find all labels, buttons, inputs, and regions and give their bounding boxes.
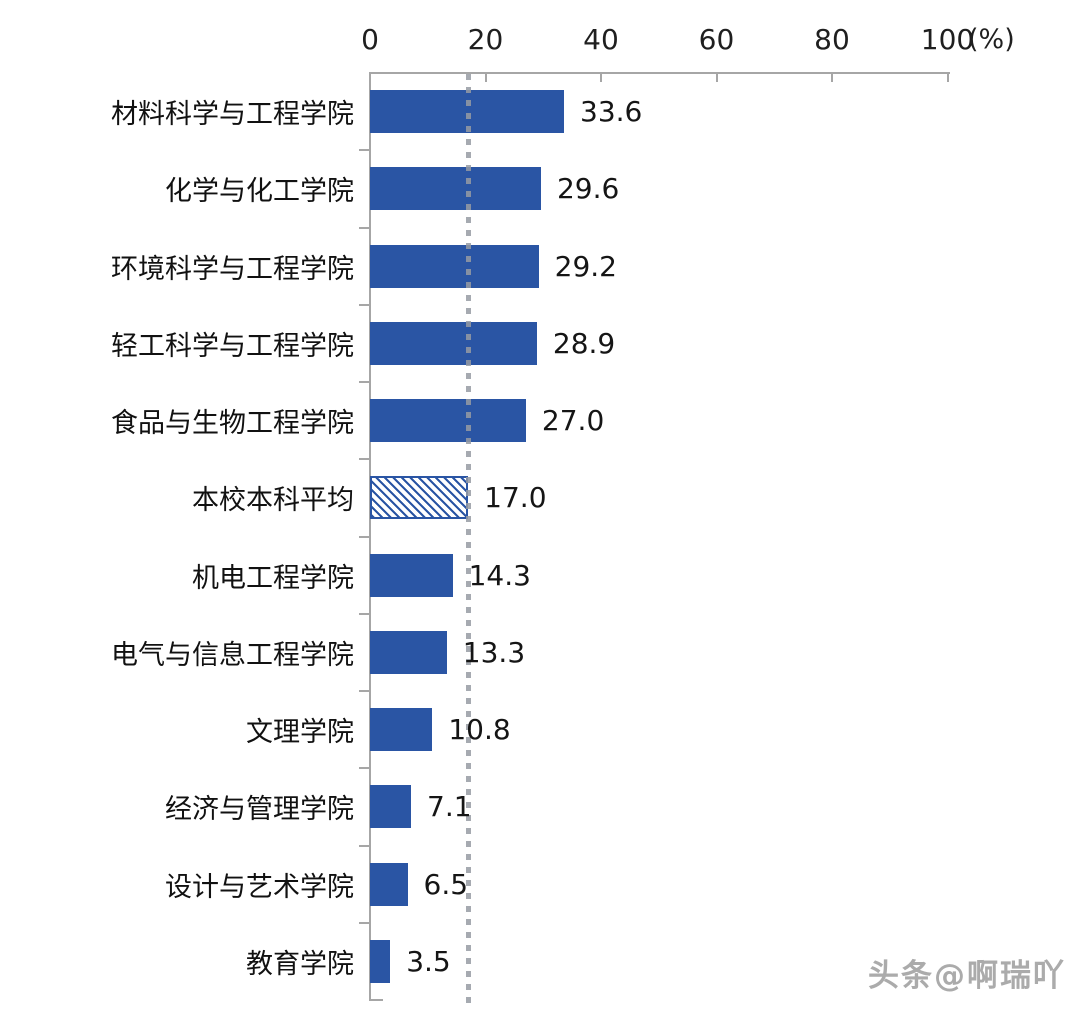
- x-axis-tick: [484, 73, 487, 82]
- y-axis-tick: [359, 921, 370, 924]
- y-axis-tick: [359, 690, 370, 692]
- y-axis-tick: [359, 226, 370, 229]
- bar: [370, 630, 447, 674]
- bar: [370, 399, 526, 443]
- y-axis-tick: [359, 612, 370, 615]
- x-axis-tick: [369, 73, 371, 82]
- category-label: 化学与化工学院: [165, 176, 354, 207]
- bar-value-label: 10.8: [448, 713, 511, 747]
- y-axis-tick: [359, 458, 370, 461]
- bar-value-label: 17.0: [484, 481, 547, 515]
- bar-value-label: 14.3: [468, 558, 531, 592]
- x-axis-line: [369, 72, 950, 74]
- y-axis-tick: [359, 535, 370, 538]
- y-axis-tick: [359, 381, 370, 383]
- x-axis-tick-label: 0: [361, 23, 379, 56]
- bar: [370, 321, 537, 365]
- x-axis-tick-label: 40: [583, 23, 619, 56]
- y-axis-bottom-tick: [370, 999, 383, 1001]
- x-axis-tick-label: 100: [920, 23, 975, 56]
- bar: [370, 244, 539, 288]
- bar-value-label: 29.2: [554, 249, 617, 283]
- category-label: 教育学院: [246, 948, 354, 979]
- y-axis-tick: [359, 149, 370, 152]
- category-label: 材料科学与工程学院: [111, 99, 354, 130]
- category-label: 经济与管理学院: [165, 794, 354, 825]
- x-axis-tick-label: 80: [814, 23, 850, 56]
- category-label: 设计与艺术学院: [165, 871, 354, 902]
- x-axis-tick: [600, 73, 602, 82]
- category-label: 本校本科平均: [192, 485, 354, 516]
- bar-value-label: 6.5: [423, 867, 469, 901]
- bar: [370, 939, 391, 983]
- bar-value-label: 29.6: [556, 172, 620, 206]
- bar: [370, 553, 453, 597]
- watermark: 头条@啊瑞吖: [868, 958, 1066, 994]
- category-label: 电气与信息工程学院: [111, 639, 354, 670]
- bar-value-label: 27.0: [541, 404, 605, 438]
- bar: [370, 785, 411, 829]
- bar-value-label: 28.9: [552, 326, 616, 360]
- y-axis-tick: [359, 844, 370, 847]
- average-reference-line: [466, 74, 471, 1008]
- category-label: 机电工程学院: [192, 562, 354, 593]
- bar: [370, 708, 433, 752]
- x-axis-tick: [946, 73, 949, 82]
- category-label: 食品与生物工程学院: [111, 408, 354, 439]
- x-axis-tick-label: 60: [698, 23, 735, 56]
- bar: [370, 167, 541, 211]
- bar: [370, 862, 408, 906]
- bar-value-label: 7.1: [427, 790, 472, 824]
- x-axis-tick-label: 20: [467, 23, 504, 56]
- bar-average-hatched: [370, 476, 469, 520]
- category-label: 环境科学与工程学院: [111, 253, 354, 284]
- x-axis-unit-label: (%): [968, 24, 1015, 55]
- y-axis-tick: [359, 303, 370, 306]
- bar-value-label: 13.3: [462, 635, 526, 669]
- x-axis-tick: [715, 73, 718, 82]
- x-axis-tick: [831, 73, 833, 82]
- category-label: 轻工科学与工程学院: [111, 330, 354, 361]
- y-axis-line: [369, 72, 371, 1001]
- category-label: 文理学院: [246, 717, 354, 748]
- bar-value-label: 33.6: [580, 95, 643, 129]
- y-axis-tick: [359, 767, 370, 770]
- bar-value-label: 3.5: [406, 944, 451, 978]
